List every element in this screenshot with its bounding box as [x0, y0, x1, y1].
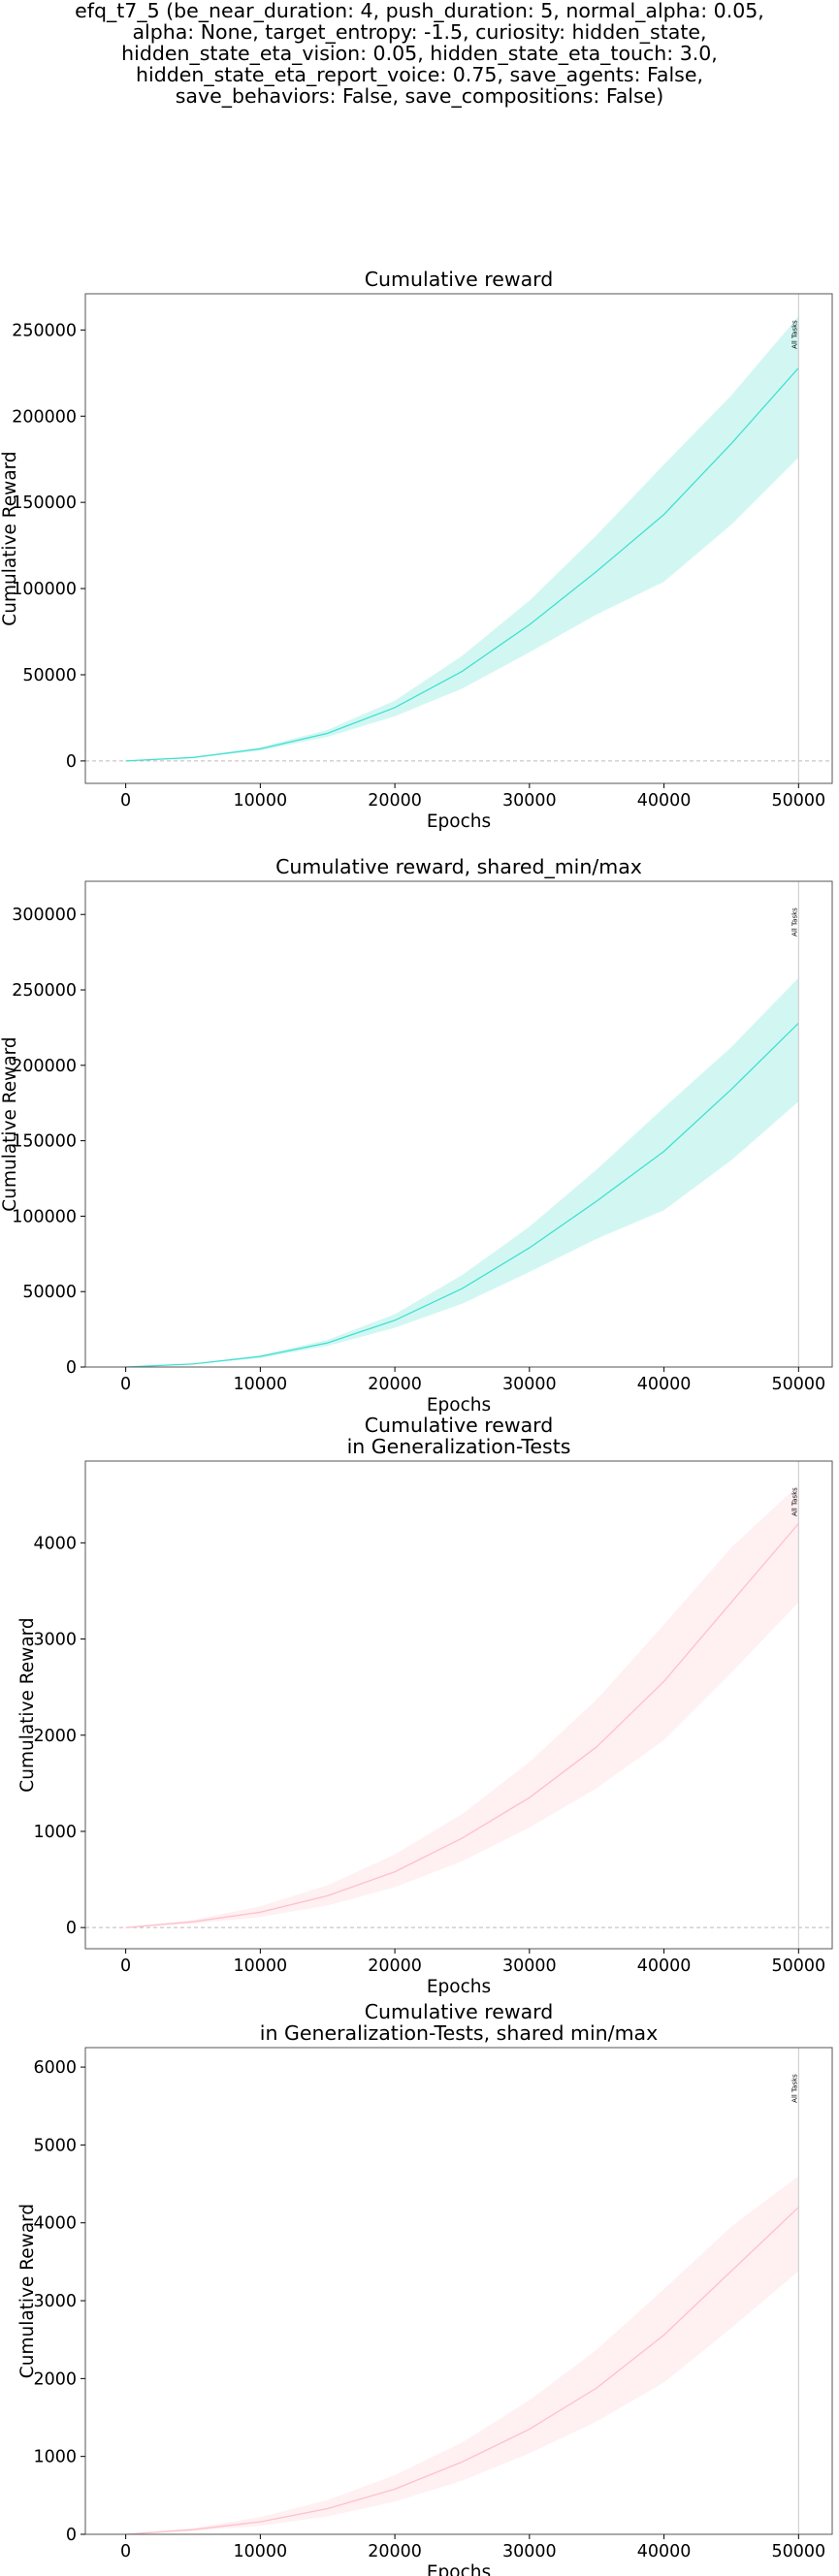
figure-suptitle: efq_t7_5 (be_near_duration: 4, push_dura…: [0, 0, 839, 107]
y-tick-label: 50000: [22, 1283, 77, 1302]
y-tick-label: 0: [66, 2526, 77, 2545]
x-tick-label: 10000: [234, 2542, 288, 2561]
y-tick-label: 200000: [12, 1057, 77, 1076]
y-axis-label: Cumulative Reward: [17, 1617, 38, 1792]
y-tick-label: 300000: [12, 906, 77, 925]
y-tick-label: 100000: [12, 580, 77, 599]
x-tick-label: 50000: [771, 1375, 825, 1394]
suptitle-line: save_behaviors: False, save_compositions…: [175, 84, 664, 108]
x-axis-label: Epochs: [427, 811, 491, 832]
x-tick-label: 40000: [637, 2542, 692, 2561]
chart-title: Cumulative reward: [365, 1414, 554, 1437]
vline-label: All Tasks: [791, 1487, 798, 1516]
series-band: [125, 977, 799, 1367]
x-axis-label: Epochs: [427, 2562, 491, 2576]
x-tick-label: 40000: [637, 1956, 692, 1976]
y-tick-label: 2000: [33, 1727, 77, 1746]
x-tick-label: 20000: [368, 791, 422, 811]
chart-title: Cumulative reward, shared_min/max: [275, 855, 642, 879]
x-tick-label: 50000: [771, 1956, 825, 1976]
vline-label: All Tasks: [791, 320, 798, 349]
series-line: [125, 2207, 799, 2535]
x-tick-label: 30000: [502, 1956, 557, 1976]
plot-frame: [84, 293, 833, 784]
x-tick-label: 0: [120, 2542, 131, 2561]
y-tick-label: 250000: [12, 981, 77, 1001]
series-band: [125, 2176, 799, 2534]
y-tick-label: 0: [66, 1919, 77, 1938]
chart-panel: Cumulative reward All Tasks 0 10000 20000 300…: [0, 268, 833, 832]
y-tick-label: 200000: [12, 407, 77, 427]
suptitle-line: alpha: None, target_entropy: -1.5, curio…: [132, 20, 707, 44]
vline-label: All Tasks: [791, 2074, 798, 2103]
y-tick-label: 5000: [33, 2136, 77, 2155]
y-tick-label: 50000: [22, 666, 77, 685]
x-tick-label: 40000: [637, 791, 692, 811]
x-tick-label: 10000: [234, 1956, 288, 1976]
x-tick-label: 30000: [502, 2542, 557, 2561]
y-tick-label: 1000: [33, 2448, 77, 2467]
suptitle-line: hidden_state_eta_report_voice: 0.75, sav…: [136, 63, 703, 86]
x-tick-label: 10000: [234, 791, 288, 811]
x-tick-label: 0: [120, 1956, 131, 1976]
y-tick-label: 150000: [12, 1132, 77, 1152]
chart-title: Cumulative reward: [365, 2000, 554, 2023]
x-axis-label: Epochs: [427, 1977, 491, 1997]
x-tick-label: 40000: [637, 1375, 692, 1394]
x-tick-label: 50000: [771, 791, 825, 811]
series-band: [125, 316, 799, 761]
chart-title: in Generalization-Tests, shared min/max: [260, 2021, 658, 2045]
y-tick-label: 4000: [33, 1534, 77, 1553]
suptitle-line: hidden_state_eta_vision: 0.05, hidden_st…: [121, 42, 718, 65]
chart-title: in Generalization-Tests: [347, 1435, 571, 1458]
plot-frame: [84, 1460, 833, 1950]
series-band: [125, 1484, 799, 1928]
y-tick-label: 250000: [12, 321, 77, 340]
series-line: [125, 367, 799, 762]
x-axis-label: Epochs: [427, 1395, 491, 1415]
x-tick-label: 10000: [234, 1375, 288, 1394]
y-tick-label: 6000: [33, 2058, 77, 2078]
y-tick-label: 3000: [33, 2292, 77, 2311]
y-tick-label: 1000: [33, 1823, 77, 1842]
y-axis-label: Cumulative Reward: [17, 2204, 38, 2378]
y-tick-label: 150000: [12, 493, 77, 513]
y-tick-label: 100000: [12, 1207, 77, 1226]
chart-panel: Cumulative reward, shared_min/max All Tas…: [0, 855, 833, 1415]
x-tick-label: 20000: [368, 2542, 422, 2561]
vline-label: All Tasks: [791, 907, 798, 937]
y-tick-label: 2000: [33, 2369, 77, 2389]
x-tick-label: 20000: [368, 1956, 422, 1976]
x-tick-label: 20000: [368, 1375, 422, 1394]
y-tick-label: 3000: [33, 1631, 77, 1650]
plot-frame: [84, 2047, 833, 2535]
y-tick-label: 0: [66, 752, 77, 772]
y-tick-label: 4000: [33, 2214, 77, 2234]
x-tick-label: 50000: [771, 2542, 825, 2561]
x-tick-label: 0: [120, 1375, 131, 1394]
x-tick-label: 30000: [502, 791, 557, 811]
series-line: [125, 1022, 799, 1368]
y-tick-label: 0: [66, 1358, 77, 1378]
x-tick-label: 30000: [502, 1375, 557, 1394]
y-axis-label: Cumulative Reward: [0, 451, 20, 625]
suptitle-line: efq_t7_5 (be_near_duration: 4, push_dura…: [75, 0, 764, 22]
series-line: [125, 1523, 799, 1928]
y-axis-label: Cumulative Reward: [0, 1036, 20, 1211]
plot-frame: [84, 880, 833, 1368]
x-tick-label: 0: [120, 791, 131, 811]
chart-title: Cumulative reward: [365, 268, 554, 291]
